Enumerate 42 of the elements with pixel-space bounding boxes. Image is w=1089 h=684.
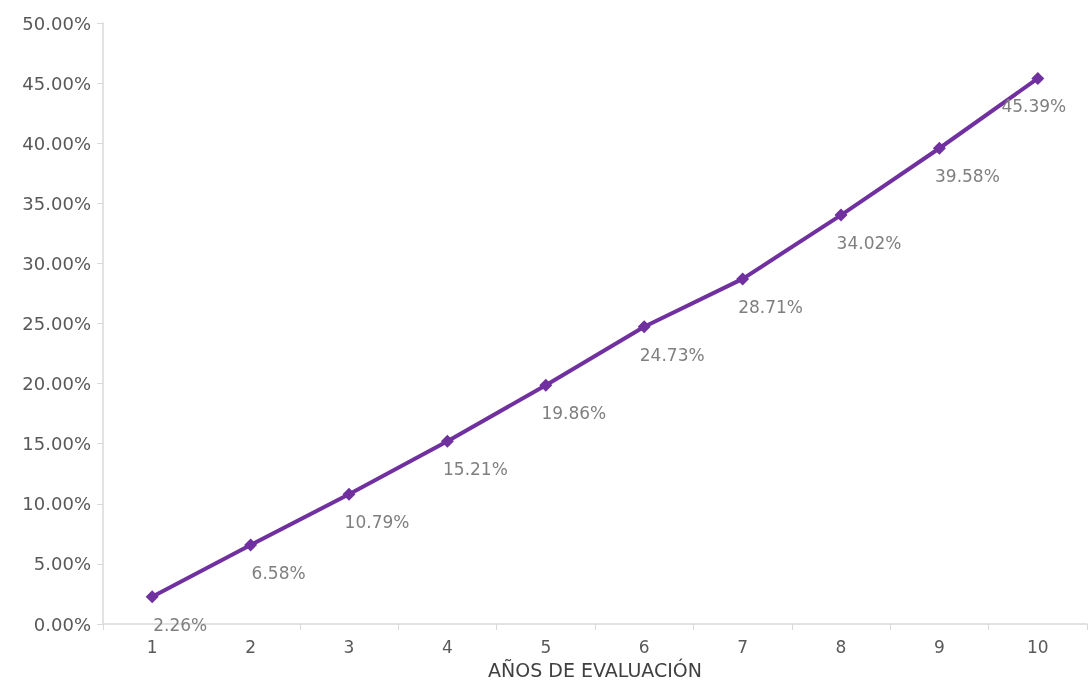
data-label: 6.58% [251,562,306,583]
data-label: 2.26% [153,614,208,635]
x-axis-title: AÑOS DE EVALUACIÓN [488,657,702,681]
point [834,208,848,222]
x-tick-label: 10 [1026,636,1049,657]
data-label: 34.02% [836,233,902,254]
y-tick-label: 45.00% [22,72,91,94]
data-label: 19.86% [541,403,607,424]
data-label: 39.58% [934,166,1000,187]
y-tick-label: 10.00% [22,493,91,515]
x-tick-label: 2 [245,636,257,657]
point [932,141,946,155]
data-label: 24.73% [639,344,705,365]
point [440,434,454,448]
x-tick-label: 6 [638,636,650,657]
point [539,378,553,392]
y-tick-label: 20.00% [22,373,91,395]
x-tick-label: 3 [343,636,355,657]
point [244,538,258,552]
data-label: 15.21% [442,459,508,480]
x-tick-label: 1 [146,636,158,657]
y-tick-label: 25.00% [22,313,91,334]
point [736,272,750,286]
x-tick-label: 4 [441,636,453,657]
y-tick-label: 30.00% [22,252,91,274]
y-tick-label: 35.00% [22,192,91,214]
y-tick-label: 40.00% [22,132,91,154]
x-tick-label: 5 [540,636,552,657]
y-tick-label: 5.00% [33,553,91,575]
x-tick-label: 7 [737,636,749,657]
point [145,590,159,604]
point [637,320,651,334]
x-tick-label: 8 [835,636,847,657]
point [1031,71,1045,85]
point [342,487,356,501]
y-tick-label: 50.00% [22,12,91,34]
data-label: 28.71% [738,296,804,317]
x-tick-label: 9 [933,636,945,657]
y-tick-label: 0.00% [33,613,91,635]
data-label: 45.39% [1001,96,1067,117]
data-label: 10.79% [344,512,410,533]
y-tick-label: 15.00% [22,433,91,455]
